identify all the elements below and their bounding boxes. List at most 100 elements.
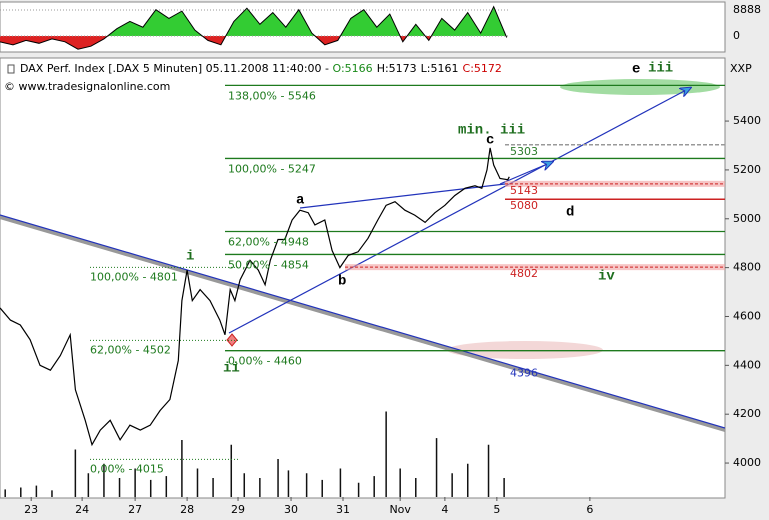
wave-label: c bbox=[486, 133, 494, 149]
volume-bar bbox=[287, 470, 290, 497]
target-ellipse bbox=[560, 79, 720, 95]
volume-bar bbox=[487, 444, 490, 497]
volume-bar bbox=[212, 478, 214, 497]
fib-level-label: 0,00% - 4460 bbox=[228, 355, 302, 368]
y-tick-label: 5200 bbox=[733, 163, 761, 176]
y-tick-label: 4400 bbox=[733, 358, 761, 371]
volume-bar bbox=[435, 438, 438, 497]
oscillator-area-positive bbox=[107, 6, 507, 36]
volume-bar bbox=[51, 490, 53, 497]
volume-bar bbox=[399, 468, 401, 497]
x-tick-label: 28 bbox=[180, 503, 194, 516]
header-icon bbox=[7, 64, 15, 74]
fib-level-label: 62,00% - 4948 bbox=[228, 235, 309, 248]
oscillator-layer bbox=[0, 5, 510, 50]
quote-value: C:5172 bbox=[463, 62, 502, 75]
x-tick-label: 29 bbox=[231, 503, 245, 516]
trend-shadow bbox=[0, 215, 725, 432]
volume-bar bbox=[451, 473, 453, 497]
volume-bar bbox=[503, 478, 505, 497]
volume-bar bbox=[277, 459, 279, 497]
x-tick-label: 31 bbox=[336, 503, 350, 516]
volume-bar bbox=[466, 463, 469, 497]
wave-label: d bbox=[566, 205, 574, 221]
x-tick-label: 5 bbox=[493, 503, 500, 516]
x-tick-label: 30 bbox=[284, 503, 298, 516]
volume-bar bbox=[118, 478, 121, 497]
fib-level-label: 138,00% - 5546 bbox=[228, 89, 316, 102]
main-panel bbox=[0, 57, 726, 499]
volume-bar bbox=[103, 463, 105, 497]
wave-label: iv bbox=[598, 269, 615, 285]
price-label: 5303 bbox=[510, 145, 538, 158]
wave-label: min. iii bbox=[458, 123, 525, 139]
fib-level-label: 100,00% - 5247 bbox=[228, 162, 316, 175]
fib-level-label: 50,00% - 4854 bbox=[228, 258, 309, 271]
oscillator-area-negative bbox=[0, 35, 507, 50]
volume-bar bbox=[196, 468, 199, 497]
y-tick-label: 4200 bbox=[733, 407, 761, 420]
price-label: 4396 bbox=[510, 366, 538, 379]
y-tick-label: 5400 bbox=[733, 114, 761, 127]
volume-bar bbox=[357, 482, 360, 497]
fib-level-label: 0,00% - 4015 bbox=[90, 462, 164, 475]
main-layer bbox=[0, 79, 725, 497]
y-tick-label: 4000 bbox=[733, 456, 761, 469]
wave-label: e bbox=[632, 62, 640, 78]
fib-level-label: 62,00% - 4502 bbox=[90, 343, 171, 356]
volume-bar bbox=[415, 478, 417, 497]
price-label: 5143 bbox=[510, 184, 538, 197]
volume-bar bbox=[20, 487, 22, 497]
trend-line bbox=[0, 214, 725, 429]
price-line-series bbox=[0, 147, 510, 447]
x-tick-label: 6 bbox=[586, 503, 593, 516]
volume-bar bbox=[305, 473, 308, 497]
trend-arrow bbox=[499, 162, 552, 185]
volume-bar bbox=[74, 449, 77, 497]
quote-value: L:5161 bbox=[421, 62, 459, 75]
x-axis-band bbox=[0, 500, 769, 520]
target-ellipse bbox=[447, 341, 603, 359]
wave-label: i bbox=[186, 249, 194, 265]
wave-label: a bbox=[296, 193, 305, 209]
volume-bar bbox=[149, 479, 152, 497]
volume-bar bbox=[243, 473, 246, 497]
volume-bar bbox=[4, 489, 6, 497]
x-tick-label: 27 bbox=[128, 503, 142, 516]
y-axis-label: XXP bbox=[730, 62, 752, 75]
oscillator-tick-label: 8888 bbox=[733, 3, 761, 16]
volume-bar bbox=[321, 479, 323, 497]
price-label: 5080 bbox=[510, 199, 538, 212]
volume-bar bbox=[181, 440, 183, 497]
volume-bar bbox=[87, 473, 90, 497]
price-label: 4802 bbox=[510, 267, 538, 280]
source: © www.tradesignalonline.com bbox=[4, 80, 170, 93]
trend-arrow bbox=[228, 88, 690, 334]
y-tick-label: 4800 bbox=[733, 261, 761, 274]
volume-bar bbox=[230, 444, 233, 497]
x-tick-label: Nov bbox=[389, 503, 411, 516]
y-tick-label: 5000 bbox=[733, 212, 761, 225]
header: DAX Perf. Index [.DAX 5 Minuten] 05.11.2… bbox=[20, 62, 502, 75]
volume-bar bbox=[165, 476, 168, 497]
wave-label: ii bbox=[223, 361, 240, 377]
x-tick-label: 24 bbox=[75, 503, 89, 516]
volume-bar bbox=[373, 476, 375, 497]
quote-value: O:5166 bbox=[333, 62, 373, 75]
axes: 4000 4200 4400 4600 4800 5000 5200 5400 23 24 27 28… bbox=[0, 3, 769, 520]
fib-level-label: 100,00% - 4801 bbox=[90, 270, 178, 283]
x-tick-label: 23 bbox=[24, 503, 38, 516]
quote-value: H:5173 bbox=[377, 62, 417, 75]
wave-label: iii bbox=[648, 61, 673, 77]
volume-bar bbox=[35, 485, 38, 497]
title: DAX Perf. Index [.DAX 5 Minuten] 05.11.2… bbox=[20, 62, 333, 75]
y-tick-label: 4600 bbox=[733, 309, 761, 322]
volume-bar bbox=[259, 478, 261, 497]
x-tick-label: 4 bbox=[441, 503, 448, 516]
volume-bar bbox=[134, 468, 136, 497]
wave-label: b bbox=[338, 274, 346, 290]
oscillator-tick-label: 0 bbox=[733, 29, 740, 42]
volume-bar bbox=[385, 411, 387, 497]
trend-line bbox=[299, 183, 506, 209]
